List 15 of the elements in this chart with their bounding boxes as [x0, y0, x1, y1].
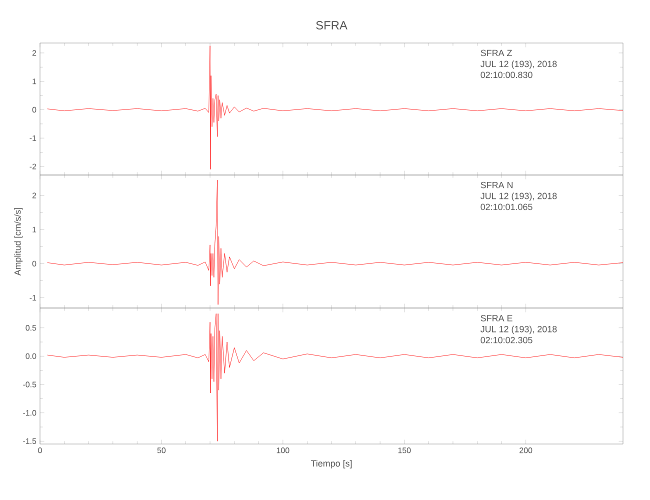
annotation: 02:10:01.065: [480, 204, 532, 210]
y-axis-title: Amplitud [cm/s/s]: [14, 208, 23, 276]
chart-title: SFRA: [316, 21, 348, 30]
annotation: SFRA Z: [480, 50, 512, 56]
annotation: JUL 12 (193), 2018: [480, 60, 557, 69]
annotation: 02:10:00.830: [480, 72, 532, 78]
x-axis-title: Tiempo [s]: [310, 460, 352, 468]
line-series: [47, 180, 624, 305]
annotation: JUL 12 (193), 2018: [480, 192, 557, 201]
line-series: [47, 313, 624, 442]
annotation: SFRA E: [480, 315, 512, 322]
annotation: SFRA N: [480, 182, 513, 188]
annotation: 02:10:02.305: [480, 336, 532, 344]
line-series: [47, 46, 624, 170]
annotation: JUL 12 (193), 2018: [480, 326, 557, 334]
